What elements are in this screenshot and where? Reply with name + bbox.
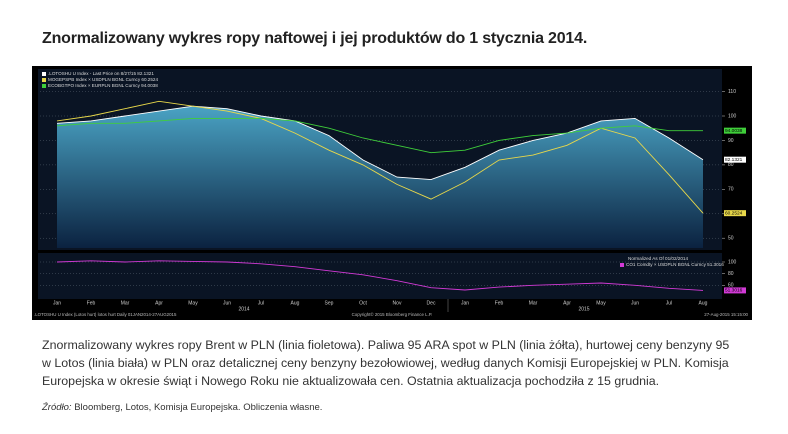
source-text: Bloomberg, Lotos, Komisja Europejska. Ob… — [74, 402, 323, 413]
value-label-box — [724, 156, 746, 163]
value-label-box — [724, 287, 746, 294]
x-tick-label: Jul — [258, 300, 264, 306]
legend-label: MOGEPSPB Index × USDPLN BGNL Curncy 60.2… — [48, 77, 158, 82]
year-label: 2014 — [238, 306, 249, 312]
line — [56, 105, 704, 181]
x-tick-label: Apr — [155, 300, 163, 306]
x-tick-label: Feb — [87, 300, 96, 306]
y-tick-label: 80 — [728, 271, 734, 277]
year-label: 2015 — [578, 306, 589, 312]
legend-swatch — [620, 263, 624, 267]
x-tick-label: Jul — [666, 300, 672, 306]
source: Źródło: Bloomberg, Lotos, Komisja Europe… — [42, 402, 322, 413]
x-tick-label: Mar — [529, 300, 538, 306]
y-tick-label: 100 — [728, 259, 737, 265]
x-tick-label: Jun — [223, 300, 231, 306]
line — [56, 117, 703, 154]
footer-text: Copyright© 2015 Bloomberg Finance L.P. — [352, 312, 433, 317]
footer-text: 27-Aug-2015 15:15:00 — [704, 312, 748, 317]
line — [56, 260, 704, 291]
panel-title: Normalized As Of 01/02/2014 — [628, 256, 688, 261]
y-tick-label: 80 — [728, 162, 734, 168]
y-tick-label: 100 — [728, 113, 737, 119]
x-tick-label: Mar — [121, 300, 130, 306]
x-tick-label: Jun — [631, 300, 639, 306]
x-tick-label: Nov — [393, 300, 402, 306]
value-label-box — [724, 127, 746, 134]
x-tick-label: Aug — [699, 300, 708, 306]
value-label-box — [724, 210, 746, 217]
line — [56, 100, 704, 214]
x-tick-label: Dec — [427, 300, 436, 306]
title: Znormalizowany wykres ropy naftowej i je… — [42, 30, 588, 47]
legend-swatch — [42, 72, 46, 76]
legend-label: .LOTOSHU U Index - Last Price on 8/27/15… — [48, 71, 154, 76]
source-label: Źródło: — [42, 402, 72, 413]
y-tick-label: 70 — [728, 187, 734, 193]
x-tick-label: May — [596, 300, 606, 306]
caption: Znormalizowany wykres ropy Brent w PLN (… — [42, 338, 730, 388]
legend-swatch — [42, 84, 46, 88]
x-tick-label: Aug — [291, 300, 300, 306]
legend-label: ECOBGTPO Index × EURPLN BGNL Curncy 94.0… — [48, 83, 158, 88]
x-tick-label: Feb — [495, 300, 504, 306]
area — [57, 106, 703, 248]
x-tick-label: Jan — [461, 300, 469, 306]
x-tick-label: Oct — [359, 300, 367, 306]
x-tick-label: Apr — [563, 300, 571, 306]
footer-text: .LOTOSHU U Index (Lotos hurt) lotos hurt… — [34, 312, 177, 317]
value-label: 60.2524 — [725, 210, 743, 216]
value-label: 94.0038 — [725, 128, 743, 134]
lower-plot-background — [38, 253, 722, 299]
x-tick-label: May — [188, 300, 198, 306]
chart: 110 100 90 80 70 60 50 82.1321 .LOTOSHU U Index … — [32, 66, 752, 320]
value-label: 82.1321 — [725, 157, 743, 163]
x-tick-label: Jan — [53, 300, 61, 306]
y-tick-label: 50 — [728, 236, 734, 242]
y-tick-label: 110 — [728, 89, 736, 95]
value-label: 51.3016 — [725, 288, 743, 294]
y-tick-label: 60 — [728, 283, 734, 289]
legend-label: CO1 Comdty × USDPLN BGNL Curncy 51.3016 — [626, 262, 724, 267]
y-tick-label: 90 — [728, 138, 734, 144]
legend-swatch — [42, 78, 46, 82]
x-tick-label: Sep — [325, 300, 334, 306]
